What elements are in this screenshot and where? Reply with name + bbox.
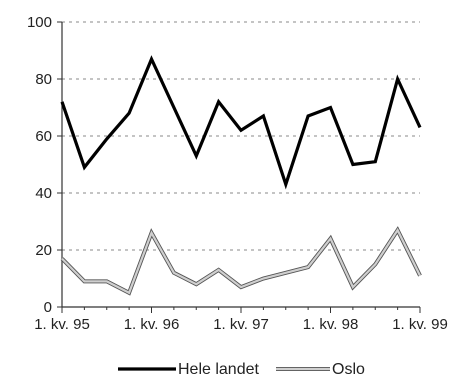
- x-tick-label: 1. kv. 98: [303, 316, 359, 333]
- legend-label-hele-landet: Hele landet: [178, 361, 260, 378]
- legend-label-oslo: Oslo: [332, 361, 365, 378]
- series-line-hele-landet: [60, 55, 422, 190]
- series-line-oslo-fill: [61, 227, 421, 295]
- x-tick-label: 1. kv. 95: [34, 316, 90, 333]
- gridlines: [62, 21, 420, 251]
- series-line-oslo: [60, 226, 422, 296]
- y-tick-label: 60: [35, 128, 52, 145]
- y-tick-label: 40: [35, 185, 52, 202]
- x-tick-label: 1. kv. 97: [213, 316, 269, 333]
- y-tick-labels: 0 20 40 60 80 100: [27, 14, 52, 316]
- y-tick-label: 100: [27, 14, 52, 31]
- y-tick-label: 80: [35, 71, 52, 88]
- series-line-oslo-outline: [60, 226, 422, 296]
- series-lines: [60, 55, 422, 296]
- axes: [57, 21, 421, 313]
- y-tick-label: 20: [35, 242, 52, 259]
- x-tick-label: 1. kv. 96: [124, 316, 180, 333]
- x-tick-label: 1. kv. 99: [392, 316, 448, 333]
- legend: Hele landet Oslo: [118, 361, 365, 378]
- x-tick-labels: 1. kv. 95 1. kv. 96 1. kv. 97 1. kv. 98 1. k…: [34, 316, 448, 333]
- y-tick-label: 0: [44, 299, 52, 316]
